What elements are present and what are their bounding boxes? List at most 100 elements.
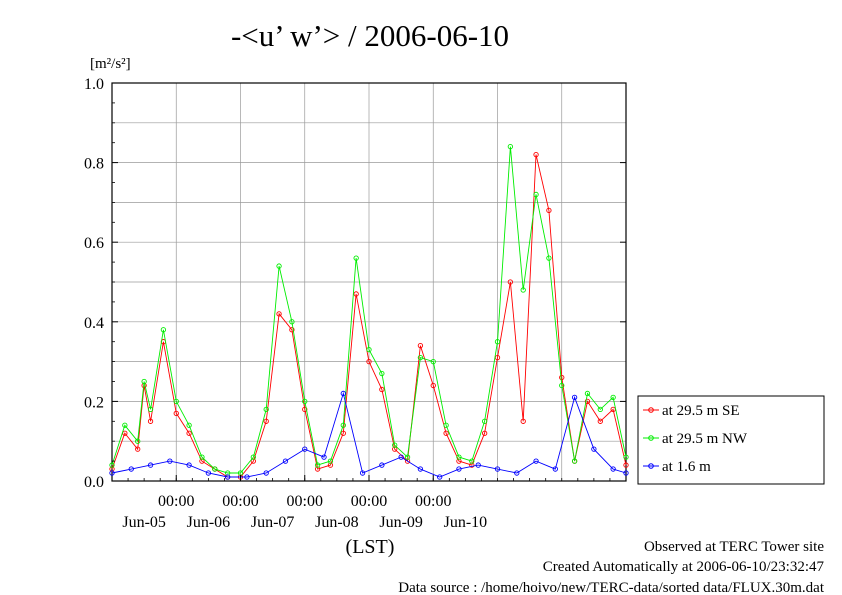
y-tick-label: 0.2 — [84, 394, 104, 411]
data-point — [430, 358, 436, 365]
data-point — [289, 319, 295, 325]
data-point — [244, 474, 250, 480]
data-point — [546, 255, 552, 261]
y-axis-ticks: 0.0 0.2 0.4 0.6 0.8 1.0 — [84, 76, 626, 491]
x-axis-label: (LST) — [346, 536, 395, 558]
data-point — [109, 470, 115, 476]
y-tick-label: 0.4 — [84, 315, 104, 332]
y-tick-label: 0.6 — [84, 235, 104, 252]
data-point — [437, 474, 443, 480]
data-point — [494, 339, 501, 345]
series-2 — [109, 144, 629, 476]
data-point — [302, 406, 308, 413]
data-point — [610, 394, 616, 401]
legend: at 29.5 m SE at 29.5 m NW at 1.6 m — [637, 395, 825, 485]
data-point — [559, 382, 565, 389]
data-point — [398, 454, 404, 460]
data-point — [417, 466, 424, 472]
data-point — [128, 466, 134, 472]
data-point — [469, 458, 475, 464]
legend-label: at 1.6 m — [662, 459, 711, 475]
data-point — [250, 454, 257, 460]
x-time-label: 00:00 — [222, 493, 258, 510]
data-point — [443, 422, 449, 428]
data-point — [321, 454, 327, 460]
data-point — [533, 458, 539, 464]
legend-label: at 29.5 m SE — [662, 403, 740, 419]
x-axis-ticks: 00:00 00:00 00:00 00:00 00:00 Jun-05 Jun-06 Jun… — [122, 475, 611, 531]
data-point — [340, 430, 346, 436]
data-point — [507, 144, 513, 150]
series-1 — [109, 151, 629, 480]
data-point — [623, 470, 629, 476]
x-time-label: 00:00 — [158, 493, 194, 510]
legend-marker — [648, 463, 654, 469]
series-3 — [109, 390, 629, 480]
data-point — [276, 263, 282, 269]
data-point — [571, 458, 578, 464]
legend-label: at 29.5 m NW — [662, 431, 748, 447]
data-point — [404, 454, 411, 460]
data-point — [443, 430, 449, 436]
data-point — [456, 454, 462, 460]
data-point — [353, 291, 359, 297]
data-point — [591, 446, 597, 452]
data-point — [417, 354, 424, 361]
data-point — [147, 406, 154, 413]
data-point — [186, 430, 192, 436]
data-point — [141, 378, 147, 385]
y-tick-label: 0.0 — [84, 474, 104, 491]
data-point — [359, 470, 366, 476]
data-point — [494, 466, 501, 472]
legend-marker — [648, 407, 654, 413]
chart-title: -<u’ w’> / 2006-06-10 — [231, 18, 509, 53]
data-point — [379, 370, 385, 377]
data-point — [340, 422, 346, 428]
y-tick-label: 0.8 — [84, 156, 104, 173]
x-date-label: Jun-06 — [187, 514, 231, 531]
data-point — [623, 462, 629, 468]
data-point — [533, 151, 539, 158]
data-point — [475, 462, 481, 468]
series-line — [111, 154, 627, 478]
data-point — [263, 418, 269, 424]
data-point — [173, 410, 179, 416]
data-point — [263, 406, 269, 413]
data-point — [199, 454, 205, 460]
data-point — [379, 386, 385, 393]
data-point — [571, 394, 578, 401]
x-date-label: Jun-08 — [315, 514, 359, 531]
series-line — [111, 146, 627, 474]
data-point — [340, 390, 346, 397]
data-point — [173, 398, 179, 405]
data-point — [514, 470, 520, 476]
data-point — [122, 422, 128, 428]
data-source-note: Data source : /home/hoivo/new/TERC-data/… — [398, 580, 825, 595]
data-point — [186, 422, 192, 428]
data-point — [167, 458, 173, 464]
data-point — [224, 474, 231, 480]
observed-note: Observed at TERC Tower site — [644, 539, 824, 555]
data-point — [135, 438, 141, 444]
data-point — [623, 454, 629, 460]
data-point — [597, 418, 603, 424]
x-date-label: Jun-10 — [444, 514, 488, 531]
data-point — [610, 466, 616, 472]
data-point — [282, 458, 289, 464]
data-point — [417, 343, 424, 349]
data-point — [205, 470, 212, 476]
data-point — [263, 470, 269, 476]
data-point — [584, 398, 591, 405]
data-point — [392, 442, 398, 448]
data-point — [302, 398, 308, 405]
data-point — [507, 279, 513, 285]
data-point — [379, 462, 385, 468]
created-note: Created Automatically at 2006-06-10/23:3… — [543, 559, 825, 575]
y-tick-label: 1.0 — [84, 76, 104, 93]
x-time-label: 00:00 — [415, 493, 451, 510]
y-axis-unit: [m²/s²] — [90, 56, 131, 72]
data-point — [520, 287, 526, 293]
data-point — [533, 191, 539, 198]
x-date-label: Jun-05 — [122, 514, 166, 531]
